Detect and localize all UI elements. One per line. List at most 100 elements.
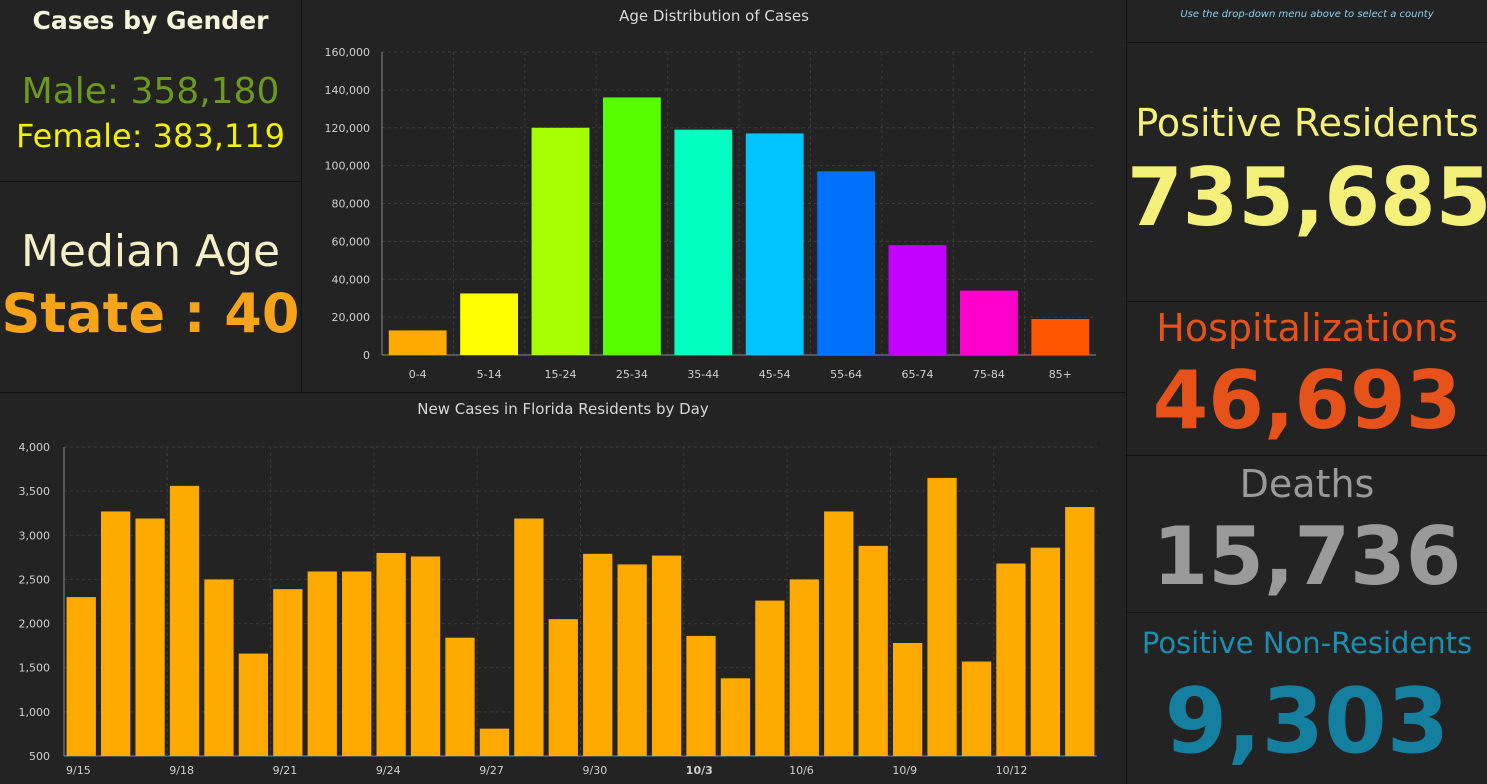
median-age-panel: Median Age State : 40 [0,182,301,392]
daily-y-tick-label: 3,000 [19,529,51,542]
daily-x-tick-label: 9/27 [479,764,504,777]
female-count: Female: 383,119 [16,117,285,155]
daily-bar-9/18[interactable] [169,485,200,756]
positive-residents-value: 735,685 [1127,151,1487,244]
daily-bar-9/30[interactable] [583,553,613,756]
daily-bar-10/13[interactable] [1030,547,1060,756]
age-x-tick-label: 35-44 [687,368,719,381]
positive-residents-panel: Positive Residents 735,685 [1127,43,1487,301]
daily-x-tick-label: 10/6 [789,764,814,777]
daily-x-tick-label: 10/9 [892,764,917,777]
daily-x-tick-label: 9/21 [273,764,298,777]
daily-bar-10/14[interactable] [1065,507,1095,756]
age-x-tick-label: 55-64 [830,368,862,381]
daily-bar-10/7[interactable] [824,511,854,756]
age-bar-75-84[interactable] [959,290,1018,355]
age-y-tick-label: 120,000 [325,122,371,135]
daily-bar-10/9[interactable] [892,642,923,756]
daily-bar-10/4[interactable] [720,678,751,756]
daily-cases-chart: 500 1,000 1,500 2,000 2,500 3,000 3,500 4,000 9/… [19,441,1097,777]
daily-x-tick-label: 9/30 [583,764,608,777]
daily-bar-10/2[interactable] [651,555,682,756]
deaths-panel: Deaths 15,736 [1127,456,1487,612]
daily-x-tick-label: 10/12 [996,764,1028,777]
daily-bar-9/26[interactable] [445,637,475,756]
age-y-tick-label: 20,000 [332,311,371,324]
daily-y-tick-label: 4,000 [19,441,51,454]
daily-x-tick-label: 9/18 [169,764,194,777]
age-bar-0-4[interactable] [388,330,447,355]
daily-bar-10/10[interactable] [927,477,957,756]
age-bar-25-34[interactable] [602,97,661,355]
age-x-tick-label: 15-24 [545,368,577,381]
age-y-tick-label: 160,000 [325,46,371,59]
daily-y-tick-label: 3,500 [19,485,51,498]
age-x-tick-label: 45-54 [759,368,791,381]
age-distribution-panel: Age Distribution of Cases 0 20,000 40,000 6… [302,0,1126,392]
daily-y-tick-label: 1,000 [19,706,51,719]
daily-bar-9/28[interactable] [514,518,544,756]
daily-bar-9/20[interactable] [238,653,269,756]
hospitalizations-value: 46,693 [1152,354,1462,447]
daily-y-tick-label: 1,500 [19,662,51,675]
daily-cases-panel: New Cases in Florida Residents by Day 50… [0,393,1126,784]
age-bar-15-24[interactable] [531,127,590,355]
age-y-tick-label: 0 [363,349,370,362]
age-bar-85+[interactable] [1031,319,1090,355]
daily-y-tick-label: 500 [29,750,50,763]
daily-bar-9/25[interactable] [410,556,441,756]
daily-bar-9/29[interactable] [548,619,578,756]
daily-bar-9/21[interactable] [273,589,303,756]
cases-by-gender-panel: Cases by Gender Male: 358,180 Female: 38… [0,0,301,181]
daily-bar-9/17[interactable] [135,518,165,756]
hospitalizations-label: Hospitalizations [1156,306,1458,350]
daily-bar-10/3[interactable] [686,635,716,756]
age-y-tick-label: 100,000 [325,160,371,173]
daily-y-tick-label: 2,500 [19,573,51,586]
county-hint-panel: Use the drop-down menu above to select a… [1127,0,1487,42]
daily-bar-10/11[interactable] [961,661,992,756]
daily-bar-10/12[interactable] [996,563,1026,756]
age-x-tick-label: 0-4 [409,368,427,381]
daily-bar-10/1[interactable] [617,564,647,756]
median-age-state: State : 40 [1,282,300,345]
age-bar-55-64[interactable] [817,171,876,355]
daily-bar-10/5[interactable] [755,600,785,756]
daily-x-tick-label: 9/24 [376,764,401,777]
age-y-tick-label: 140,000 [325,84,371,97]
positive-residents-label: Positive Residents [1135,101,1479,145]
daily-bar-9/22[interactable] [307,571,337,756]
hospitalizations-panel: Hospitalizations 46,693 [1127,302,1487,455]
age-x-tick-label: 75-84 [973,368,1005,381]
age-bar-5-14[interactable] [460,293,519,355]
daily-bar-10/8[interactable] [858,545,888,756]
daily-bar-9/16[interactable] [101,511,131,756]
daily-chart-title: New Cases in Florida Residents by Day [417,400,709,418]
age-x-tick-label: 85+ [1049,368,1072,381]
age-bar-45-54[interactable] [745,133,804,355]
deaths-value: 15,736 [1152,510,1462,603]
daily-x-tick-label: 9/15 [66,764,91,777]
daily-bar-10/6[interactable] [789,579,819,756]
age-bar-65-74[interactable] [888,245,947,355]
male-count: Male: 358,180 [21,71,280,112]
deaths-label: Deaths [1239,462,1375,506]
daily-bar-9/19[interactable] [204,579,234,756]
daily-bar-9/23[interactable] [342,571,372,756]
age-chart-title: Age Distribution of Cases [619,7,809,25]
daily-bar-9/15[interactable] [66,597,96,756]
non-residents-label: Positive Non-Residents [1141,626,1473,660]
age-bar-35-44[interactable] [674,129,733,355]
age-y-tick-label: 40,000 [332,273,371,286]
age-distribution-chart: 0 20,000 40,000 60,000 80,000 100,000 120,000 1… [325,46,1096,381]
age-x-tick-label: 65-74 [902,368,934,381]
daily-y-tick-label: 2,000 [19,618,51,631]
daily-x-tick-label: 10/3 [686,764,713,777]
age-x-tick-label: 5-14 [477,368,502,381]
daily-bar-9/27[interactable] [479,728,510,756]
gender-title: Cases by Gender [32,6,269,35]
daily-bar-9/24[interactable] [376,552,406,756]
county-hint-text: Use the drop-down menu above to select a… [1180,9,1434,20]
age-y-tick-label: 80,000 [332,198,371,211]
